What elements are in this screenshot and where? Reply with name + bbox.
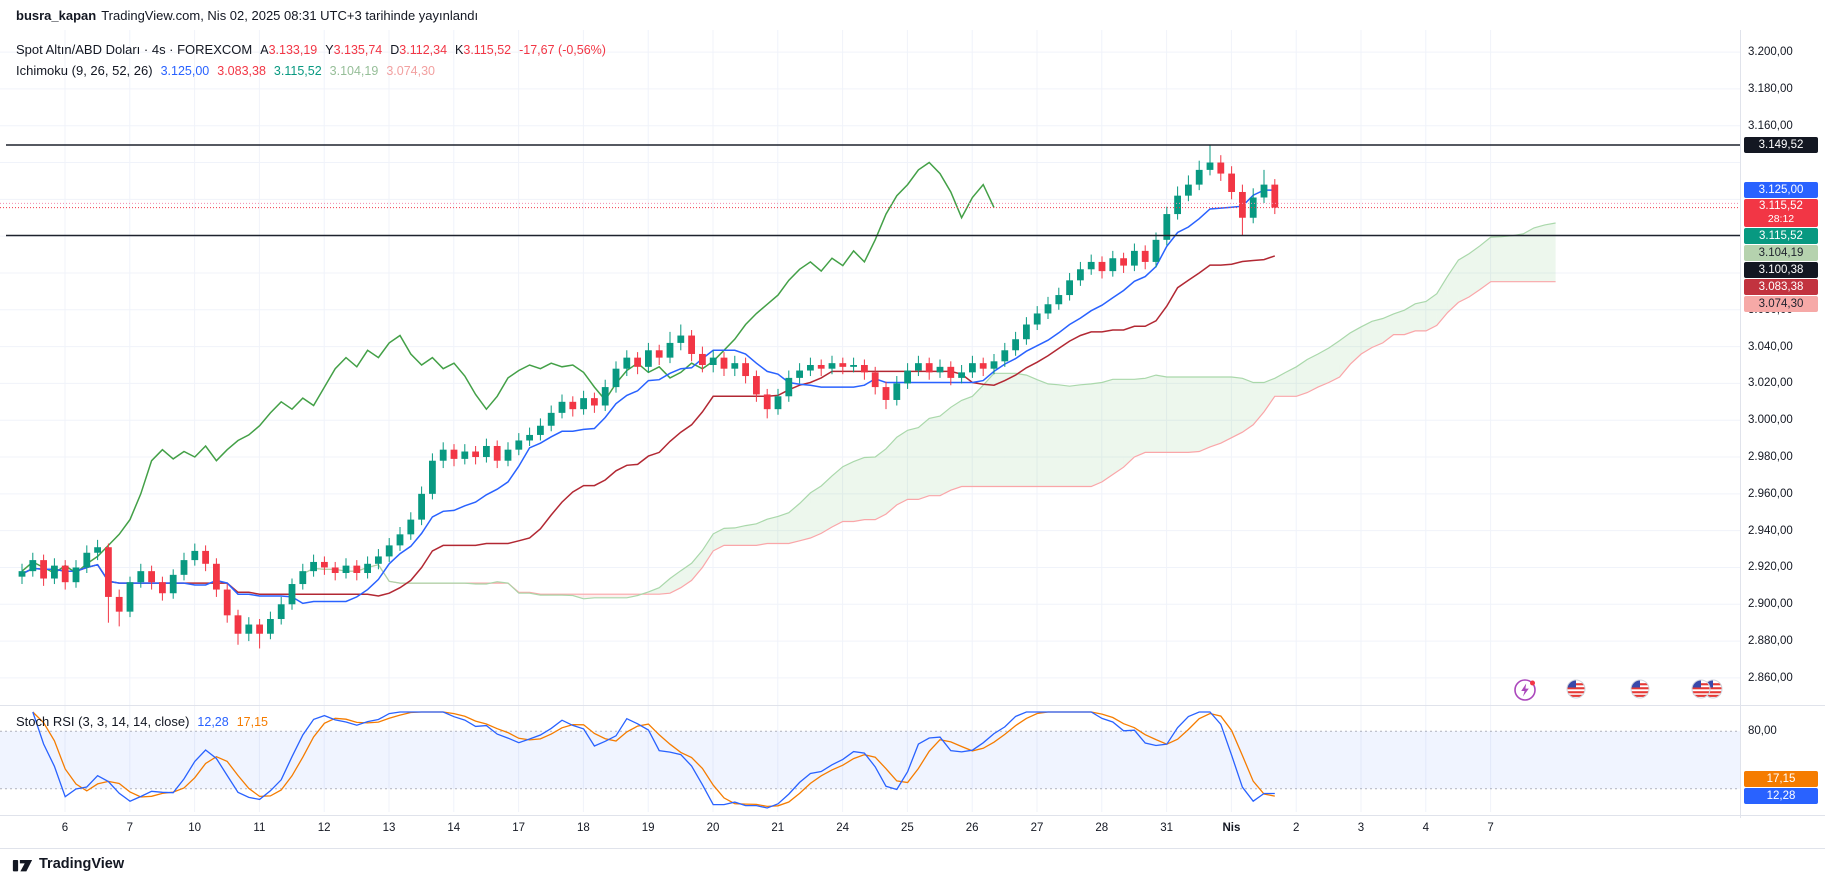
ichimoku-value: 3.083,38 bbox=[217, 64, 266, 78]
price-tick-label: 2.900,00 bbox=[1748, 598, 1793, 611]
time-tick-label: 11 bbox=[253, 822, 266, 834]
time-tick-label: 4 bbox=[1422, 822, 1429, 834]
ohlc-label: A bbox=[260, 43, 269, 57]
price-tick-label: 2.860,00 bbox=[1748, 671, 1793, 684]
time-tick-label: 20 bbox=[706, 822, 720, 834]
time-tick-label: 2 bbox=[1292, 822, 1300, 834]
ohlc-label: K bbox=[455, 43, 464, 57]
price-tick-label: 2.880,00 bbox=[1748, 635, 1793, 648]
stoch-tick-label: 80,00 bbox=[1748, 725, 1777, 738]
stoch-k-badge: 12,28 bbox=[1744, 788, 1818, 805]
ichimoku-value: 3.074,30 bbox=[386, 64, 435, 78]
time-axis-divider bbox=[0, 815, 1825, 816]
price-badge: 3.100,38 bbox=[1744, 262, 1818, 279]
time-tick-label: 7 bbox=[126, 822, 133, 834]
time-tick-label: 19 bbox=[641, 822, 655, 834]
stoch-k-value: 12,28 bbox=[197, 715, 229, 729]
us-flag-pair-event-icon[interactable] bbox=[1690, 678, 1724, 705]
ichimoku-legend[interactable]: Ichimoku (9, 26, 52, 26) 3.125,00 3.083,38… bbox=[16, 63, 435, 78]
price-tick-label: 3.200,00 bbox=[1748, 46, 1793, 59]
time-axis[interactable]: 6 7 10 11 12 13 14 17 18 19 20 21 24 25 26 27 28 31 Nis 2 3 4… bbox=[0, 815, 1740, 848]
price-badge: 3.115,52 bbox=[1744, 228, 1818, 245]
time-tick-label: 12 bbox=[317, 822, 331, 834]
time-tick-label: 3 bbox=[1357, 822, 1365, 834]
stoch-legend[interactable]: Stoch RSI (3, 3, 14, 14, close) 12,28 17,1… bbox=[16, 714, 268, 729]
time-tick-label: 31 bbox=[1160, 822, 1173, 834]
stoch-d-badge: 17,15 bbox=[1744, 771, 1818, 788]
chart-canvas[interactable] bbox=[0, 0, 1740, 878]
price-badge: 3.083,38 bbox=[1744, 279, 1818, 296]
lightning-idea-icon[interactable] bbox=[1513, 678, 1537, 707]
symbol-title[interactable]: Spot Altın/ABD Doları · 4s · FOREXCOM bbox=[16, 42, 253, 57]
price-tick-label: 3.160,00 bbox=[1748, 119, 1793, 132]
price-tick-label: 2.960,00 bbox=[1748, 487, 1793, 500]
publish-bar: busra_kapan TradingView.com, Nis 02, 202… bbox=[0, 0, 1825, 30]
time-tick-label: 21 bbox=[771, 822, 785, 834]
ichimoku-value: 3.125,00 bbox=[160, 64, 210, 78]
ohlc-label: D bbox=[390, 43, 400, 57]
time-tick-label: 25 bbox=[900, 822, 914, 834]
time-tick-label: 6 bbox=[61, 822, 69, 834]
ichimoku-value: 3.115,52 bbox=[273, 64, 322, 78]
footer-bar: TradingView bbox=[0, 848, 1825, 878]
price-tick-label: 2.940,00 bbox=[1748, 524, 1793, 537]
stoch-d-value: 17,15 bbox=[236, 715, 268, 729]
ohlc-values: A3.133,19 Y3.135,74 D3.112,34 K3.115,52 bbox=[252, 42, 511, 57]
price-tick-label: 3.020,00 bbox=[1748, 377, 1793, 390]
pane-divider[interactable] bbox=[0, 705, 1825, 706]
change-value: -17,67 (-0,56%) bbox=[519, 43, 606, 57]
symbol-legend[interactable]: Spot Altın/ABD Doları · 4s · FOREXCOM A3.… bbox=[16, 42, 606, 57]
publisher-username[interactable]: busra_kapan bbox=[16, 7, 97, 23]
time-tick-label: 10 bbox=[188, 822, 201, 834]
price-badge: 3.104,19 bbox=[1744, 245, 1818, 262]
price-badge: 3.125,00 bbox=[1744, 182, 1818, 199]
price-tick-label: 3.000,00 bbox=[1748, 414, 1793, 427]
us-flag-event-icon-2[interactable] bbox=[1629, 678, 1651, 705]
price-tick-label: 3.180,00 bbox=[1748, 82, 1793, 95]
ohlc-number: 3.112,34 bbox=[399, 43, 448, 57]
publish-info: TradingView.com, Nis 02, 2025 08:31 UTC+… bbox=[101, 7, 479, 23]
time-tick-label: Nis bbox=[1222, 822, 1241, 834]
tradingview-logo-icon[interactable] bbox=[12, 853, 33, 874]
stoch-title[interactable]: Stoch RSI (3, 3, 14, 14, close) bbox=[16, 714, 190, 729]
ichimoku-title[interactable]: Ichimoku (9, 26, 52, 26) bbox=[16, 63, 153, 78]
price-badge: 3.115,52 28:12 bbox=[1744, 199, 1818, 228]
brand-name[interactable]: TradingView bbox=[39, 855, 125, 872]
ohlc-number: 3.133,19 bbox=[268, 43, 318, 57]
ichimoku-values: 3.125,00 3.083,38 3.115,52 3.104,19 3.074,30 bbox=[153, 63, 435, 78]
time-tick-label: 24 bbox=[836, 822, 849, 834]
time-tick-label: 26 bbox=[965, 822, 979, 834]
price-badge: 3.074,30 bbox=[1744, 296, 1818, 313]
price-tick-label: 3.040,00 bbox=[1748, 340, 1793, 353]
price-axis[interactable]: 3.200,003.180,003.160,003.060,003.040,00… bbox=[1740, 30, 1825, 818]
ohlc-label: Y bbox=[325, 43, 334, 57]
time-tick-label: 28 bbox=[1095, 822, 1109, 834]
ohlc-number: 3.135,74 bbox=[333, 43, 383, 57]
us-flag-event-icon[interactable] bbox=[1565, 678, 1587, 705]
time-tick-label: 14 bbox=[447, 822, 461, 834]
price-tick-label: 2.980,00 bbox=[1748, 451, 1793, 464]
time-tick-label: 13 bbox=[382, 822, 396, 834]
price-tick-label: 2.920,00 bbox=[1748, 561, 1793, 574]
time-tick-label: 18 bbox=[576, 822, 590, 834]
price-badge: 3.149,52 bbox=[1744, 137, 1818, 153]
time-tick-label: 17 bbox=[512, 822, 525, 834]
time-tick-label: 27 bbox=[1030, 822, 1044, 834]
time-tick-label: 7 bbox=[1487, 822, 1494, 834]
ichimoku-value: 3.104,19 bbox=[329, 64, 379, 78]
ohlc-number: 3.115,52 bbox=[463, 43, 512, 57]
